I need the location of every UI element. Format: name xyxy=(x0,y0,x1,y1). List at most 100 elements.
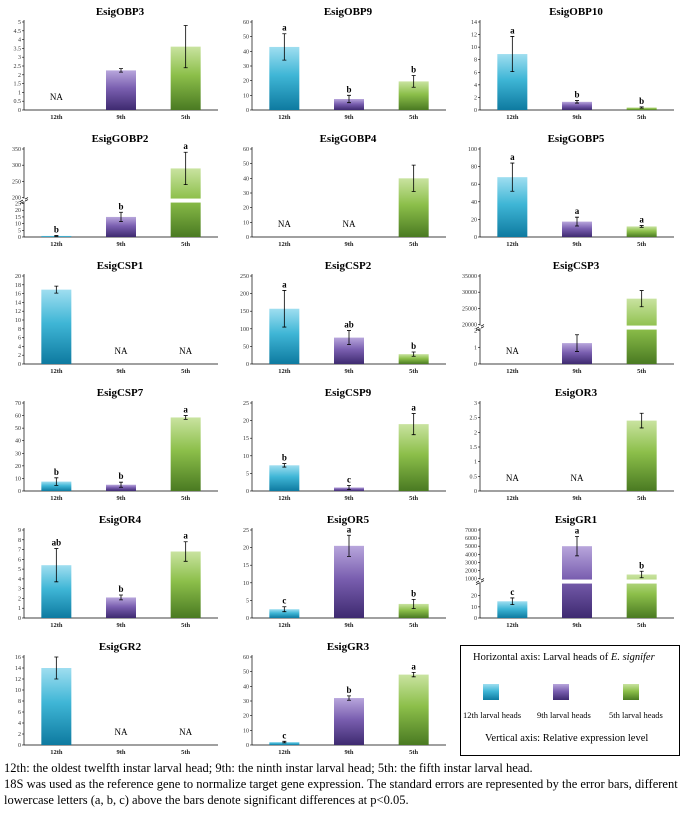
significance-letter: b xyxy=(411,65,416,75)
x-tick-label: 5th xyxy=(409,114,418,121)
x-tick-label: 9th xyxy=(116,622,125,629)
bar-9th xyxy=(334,99,364,110)
bar-9th xyxy=(562,343,592,364)
na-label: NA xyxy=(50,92,63,102)
chart-svg-esiggr3: EsigGR3 0 10 20 30 40 50 60 12th c 9th b 5th a xyxy=(243,641,446,756)
significance-letter: a xyxy=(411,661,416,671)
y-tick-label: 0.5 xyxy=(470,474,478,480)
y-tick-label: 0 xyxy=(474,108,477,114)
significance-letter: a xyxy=(183,141,188,151)
y-tick-label: 30 xyxy=(15,451,21,457)
x-tick-label: 9th xyxy=(116,241,125,248)
y-tick-label: 1 xyxy=(474,460,477,466)
significance-letter: a xyxy=(183,531,188,541)
y-tick-label: 6 xyxy=(18,336,21,342)
y-tick-label: 50 xyxy=(243,35,249,41)
y-tick-label: 30 xyxy=(243,64,249,70)
y-tick-label: 0 xyxy=(474,489,477,495)
error-bar xyxy=(510,162,515,192)
x-tick-label: 12th xyxy=(50,495,63,502)
significance-letter: a xyxy=(575,525,580,535)
chart-svg-esigobp9: EsigOBP9 0 10 20 30 40 50 60 12th a 9th b 5th b xyxy=(243,6,446,121)
significance-letter: b xyxy=(346,685,351,695)
y-tick-label: 12 xyxy=(471,33,477,39)
error-bar xyxy=(282,463,287,468)
significance-letter: c xyxy=(282,596,286,606)
x-tick-label: 12th xyxy=(50,368,63,375)
caption-line-1: 12th: the oldest twelfth instar larval h… xyxy=(4,761,533,775)
significance-letter: b xyxy=(282,453,287,463)
bar-5th xyxy=(626,107,657,110)
chart-svg-esiggr1: EsigGR1 0 10 20 1000 2000 3000 4000 5000 6000 7000… xyxy=(465,514,674,629)
na-label: NA xyxy=(506,346,519,356)
bar-5th xyxy=(626,298,657,364)
y-tick-label: 4.5 xyxy=(14,29,22,35)
x-tick-label: 9th xyxy=(344,622,353,629)
y-tick-label: 50 xyxy=(243,344,249,350)
y-tick-label: 15 xyxy=(15,215,21,221)
bar-break-gap xyxy=(625,325,658,330)
significance-letter: b xyxy=(574,90,579,100)
caption-line-2: 18S was used as the reference gene to no… xyxy=(4,777,678,807)
legend-box: Horizontal axis: Larval heads of E. sign… xyxy=(460,645,680,756)
significance-letter: b xyxy=(411,588,416,598)
bar-12th xyxy=(269,742,300,745)
chart-esigcsp9: EsigCSP9 0 5 10 15 20 25 12th b 9th c 5th a xyxy=(228,381,456,508)
chart-svg-esigor3: EsigOR3 0 0.5 1 1.5 2 2.5 3 12th NA 9th NA 5th xyxy=(470,387,674,502)
y-tick-label: 25 xyxy=(243,528,249,534)
bar-12th xyxy=(269,609,300,618)
y-tick-label: 25 xyxy=(15,202,21,208)
x-tick-label: 12th xyxy=(506,622,519,629)
y-tick-label: 0.5 xyxy=(14,99,22,105)
y-tick-label: 350 xyxy=(12,147,21,153)
x-tick-label: 12th xyxy=(278,368,291,375)
chart-esigobp3: EsigOBP3 0 0.5 1 1.5 2 2.5 3 3.5 4 4.5 5 12th NA 9th 5t… xyxy=(0,0,228,127)
chart-esiggobp4: EsigGOBP4 0 10 20 30 40 50 60 12th NA 9th NA 5th xyxy=(228,127,456,254)
y-tick-label: 15 xyxy=(243,563,249,569)
x-tick-label: 9th xyxy=(572,114,581,121)
na-label: NA xyxy=(179,346,192,356)
chart-title: EsigOR4 xyxy=(99,514,142,526)
y-tick-label: 50 xyxy=(15,426,21,432)
chart-esigcsp1: EsigCSP1 0 2 4 6 8 10 12 14 16 18 20 12th 9th NA 5th NA xyxy=(0,254,228,381)
significance-letter: b xyxy=(54,467,59,477)
error-bar xyxy=(119,211,123,223)
y-tick-label: 8 xyxy=(18,699,21,705)
y-tick-label: 4 xyxy=(18,721,21,727)
y-tick-label: 2 xyxy=(18,73,21,79)
y-tick-label: 5 xyxy=(18,20,21,26)
y-tick-label: 2 xyxy=(18,596,21,602)
na-label: NA xyxy=(278,219,291,229)
x-tick-label: 9th xyxy=(116,495,125,502)
bar-12th xyxy=(269,465,300,491)
y-tick-label: 7 xyxy=(18,548,21,554)
na-label: NA xyxy=(506,473,519,483)
y-tick-label: 0 xyxy=(18,616,21,622)
x-tick-label: 9th xyxy=(116,368,125,375)
y-tick-label: 3 xyxy=(18,587,21,593)
y-tick-label: 0 xyxy=(474,616,477,622)
error-bar xyxy=(575,334,579,352)
y-tick-label: 25000 xyxy=(462,306,477,312)
y-tick-label: 3.5 xyxy=(14,46,22,52)
significance-letter: b xyxy=(54,225,59,235)
y-tick-label: 0 xyxy=(18,108,21,114)
bar-break-gap xyxy=(625,579,658,584)
na-label: NA xyxy=(115,346,128,356)
y-tick-label: 3 xyxy=(18,55,21,61)
error-bar xyxy=(510,597,515,606)
bar-5th xyxy=(398,603,429,618)
y-tick-label: 70 xyxy=(15,401,21,407)
bar-9th xyxy=(334,698,364,745)
y-tick-label: 30 xyxy=(243,191,249,197)
legend-swatch-9th xyxy=(553,684,569,700)
x-tick-label: 5th xyxy=(637,368,646,375)
y-tick-label: 7000 xyxy=(465,528,477,534)
y-tick-label: 18 xyxy=(15,283,21,289)
x-tick-label: 9th xyxy=(572,241,581,248)
chart-esiggobp2: EsigGOBP2 0 5 10 15 20 25 200 250 300 350 12th b 9th b… xyxy=(0,127,228,254)
figure-caption: 12th: the oldest twelfth instar larval h… xyxy=(4,760,684,808)
error-bar xyxy=(183,25,188,69)
